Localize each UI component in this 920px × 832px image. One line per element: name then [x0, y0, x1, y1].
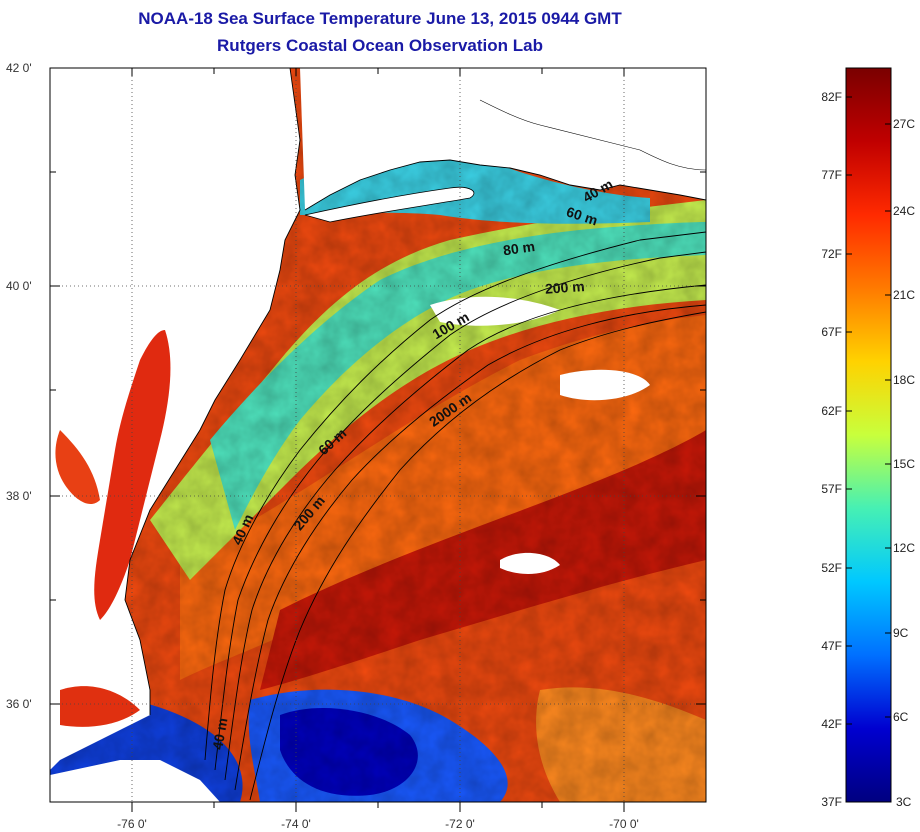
colorbar-f-label: 67F — [821, 325, 842, 339]
colorbar-gradient — [845, 67, 892, 803]
map-subtitle: Rutgers Coastal Ocean Observation Lab — [217, 36, 543, 55]
lon-ticks — [131, 68, 625, 812]
lon-label: -70 0' — [609, 817, 639, 831]
colorbar-c-label: 9C — [893, 626, 909, 640]
colorbar-f-label: 57F — [821, 482, 842, 496]
lat-label: 42 0' — [6, 61, 32, 75]
colorbar-f-label: 47F — [821, 639, 842, 653]
colorbar-c-label: 15C — [893, 457, 915, 471]
lat-ticks — [50, 67, 706, 705]
coastline — [304, 159, 706, 211]
coastline — [479, 99, 706, 171]
lon-label: -76 0' — [117, 817, 147, 831]
chesapeake-bay — [94, 330, 171, 620]
lat-label: 38 0' — [6, 489, 32, 503]
colorbar-f-label: 82F — [821, 90, 842, 104]
pamlico-sound — [60, 686, 140, 727]
contour-2000m — [249, 311, 706, 801]
contour-60m — [214, 251, 706, 771]
coastline — [124, 68, 301, 715]
colorbar-c-label: 24C — [893, 204, 915, 218]
cloud-patch — [560, 369, 650, 401]
colorbar-c-label: 12C — [893, 541, 915, 555]
contour-200m — [234, 304, 706, 791]
colorbar-f-label: 42F — [821, 717, 842, 731]
cloud-patch — [500, 552, 560, 574]
potomac-river — [55, 430, 100, 505]
lon-label: -72 0' — [445, 817, 475, 831]
contour-label: 40 m — [209, 717, 230, 751]
colorbar-c-label: 3C — [896, 795, 912, 809]
land-new-england — [300, 68, 706, 210]
colorbar-f-label: 72F — [821, 247, 842, 261]
colorbar: 82F 77F 72F 67F 62F 57F 52F 47F 42F 37F … — [821, 67, 915, 809]
land-hatteras — [50, 760, 220, 802]
lat-label: 40 0' — [6, 279, 32, 293]
colorbar-c-label: 27C — [893, 117, 915, 131]
colorbar-c-label: 6C — [893, 710, 909, 724]
graticule — [50, 68, 706, 802]
colorbar-f-label: 52F — [821, 561, 842, 575]
colorbar-c-ticks — [885, 123, 891, 718]
contour-label: 80 m — [502, 238, 536, 258]
colorbar-c-label: 21C — [893, 288, 915, 302]
lon-label: -74 0' — [281, 817, 311, 831]
map-title: NOAA-18 Sea Surface Temperature June 13,… — [138, 9, 622, 28]
long-island — [304, 186, 475, 223]
colorbar-f-label: 37F — [821, 795, 842, 809]
contour-80m — [224, 284, 706, 781]
contour-40m — [204, 231, 706, 761]
colorbar-f-label: 62F — [821, 404, 842, 418]
colorbar-c-label: 18C — [893, 373, 915, 387]
lat-label: 36 0' — [6, 697, 32, 711]
colorbar-f-label: 77F — [821, 168, 842, 182]
cloud-patch — [430, 296, 560, 326]
contour-label: 200 m — [544, 278, 585, 297]
sst-map: 40 m 60 m 80 m 200 m 100 m 2000 m 60 m 2… — [50, 68, 706, 802]
colorbar-f-ticks — [846, 96, 852, 725]
